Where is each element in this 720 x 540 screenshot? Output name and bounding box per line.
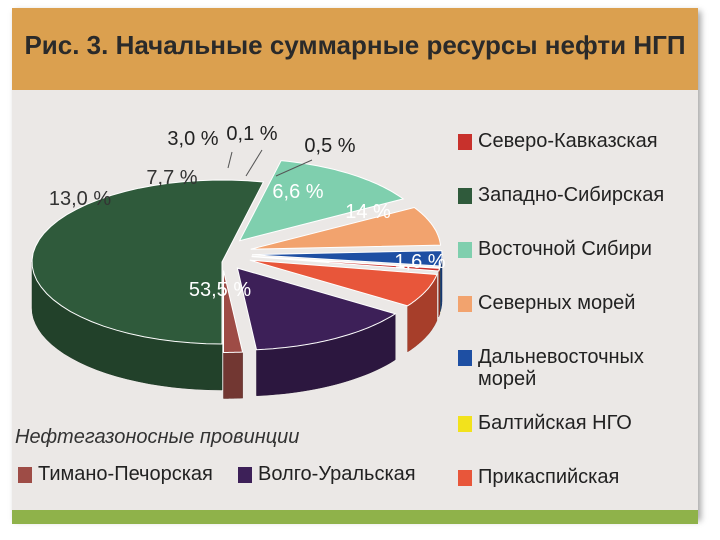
value-label-восточной-сибири: 13,0 % — [49, 188, 111, 210]
pie-slice-тимано-печорская — [223, 270, 244, 353]
value-label-северо-кавказская: 0,5 % — [304, 135, 355, 157]
leader-line — [275, 159, 313, 177]
value-label-балтийская-нго: 0,1 % — [226, 123, 277, 145]
legend-swatch-северо-кавказская — [458, 134, 472, 150]
value-labels: 53,5 % 13,0 % 7,7 % 3,0 % 0,1 % 0,5 % 6,6 % 14 … — [49, 123, 446, 301]
value-label-дальневосточных-морей: 3,0 % — [167, 128, 218, 150]
chart-title: Рис. 3. Начальные суммарные ресурсы нефт… — [24, 30, 686, 60]
legend-label-прикаспийская: Прикаспийская — [478, 466, 620, 488]
pie-tops — [31, 160, 443, 353]
title-bar: Рис. 3. Начальные суммарные ресурсы нефт… — [12, 8, 698, 90]
legend-swatch-тимано-печорская — [18, 467, 32, 483]
legend-label-дальневосточных-морей: Дальневосточных морей — [478, 346, 644, 390]
leader-line — [227, 151, 233, 169]
legend-swatch-прикаспийская — [458, 470, 472, 486]
leader-line — [245, 149, 263, 177]
pie-side-северо-кавказская — [438, 268, 440, 318]
legend-title: Нефтегазоносные провинции — [15, 426, 300, 448]
legend-label-волго-уральская: Волго-Уральская — [258, 463, 416, 485]
legend-swatch-западно-сибирская — [458, 188, 472, 204]
pie-slice-западно-сибирская — [31, 179, 265, 345]
legend-label-восточной-сибири: Восточной Сибири — [478, 238, 652, 260]
pie-slice-северо-кавказская — [251, 256, 441, 272]
legend-label-тимано-печорская: Тимано-Печорская — [38, 463, 213, 485]
legend-swatch-восточной-сибири — [458, 242, 472, 258]
pie-slice-прикаспийская — [249, 259, 438, 307]
legend-swatch-северных-морей — [458, 296, 472, 312]
legend-label-балтийская-нго: Балтийская НГО — [478, 412, 632, 434]
value-label-западно-сибирская: 53,5 % — [189, 279, 251, 301]
value-label-тимано-печорская: 1,6 % — [394, 251, 445, 273]
pie-sides — [31, 254, 443, 399]
value-label-северных-морей: 7,7 % — [146, 167, 197, 189]
pie-slice-северных-морей — [250, 206, 442, 250]
pie-side-тимано-печорская — [223, 351, 243, 399]
value-label-прикаспийская: 6,6 % — [272, 181, 323, 203]
legend-swatch-балтийская-нго — [458, 416, 472, 432]
legend-swatch-дальневосточных-морей — [458, 350, 472, 366]
legend-swatch-волго-уральская — [238, 467, 252, 483]
legend-label-западно-сибирская: Западно-Сибирская — [478, 184, 665, 206]
accent-bar — [12, 510, 698, 524]
value-label-волго-уральская: 14 % — [345, 201, 391, 223]
pie-slice-дальневосточных-морей — [251, 250, 443, 267]
legend-label-северо-кавказская: Северо-Кавказская — [478, 130, 658, 152]
pie-slice-волго-уральская — [236, 267, 397, 351]
legend-label-северных-морей: Северных морей — [478, 292, 636, 314]
